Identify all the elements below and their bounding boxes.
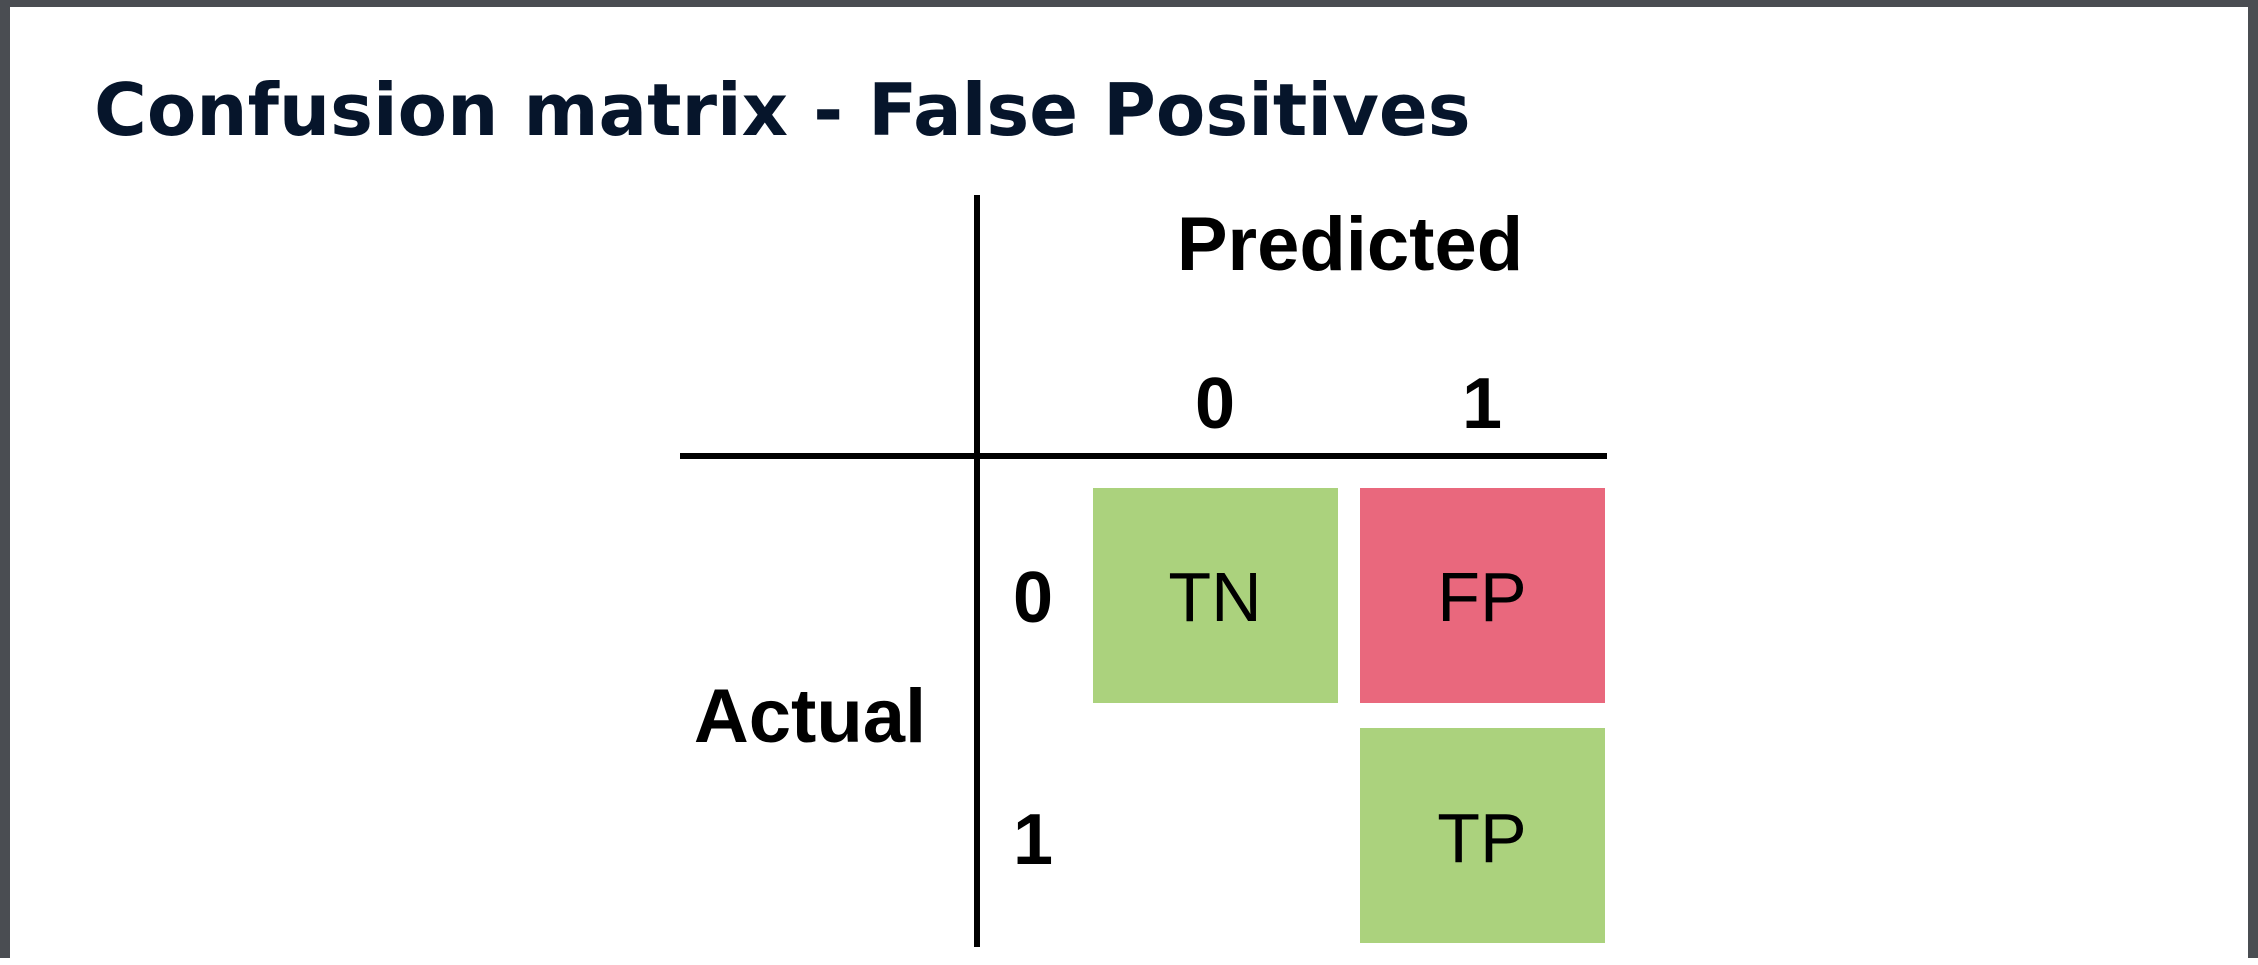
- cell-tp: [1360, 728, 1605, 943]
- cell-tn: [1093, 488, 1338, 703]
- predicted-class-1: 1: [1462, 364, 1502, 444]
- predicted-label: Predicted: [1177, 202, 1523, 287]
- predicted-class-0: 0: [1195, 364, 1235, 444]
- slide-title: Confusion matrix - False Positives: [94, 68, 1471, 152]
- actual-class-1: 1: [1013, 800, 1053, 880]
- actual-class-0: 0: [1013, 558, 1053, 638]
- actual-label: Actual: [694, 674, 926, 759]
- cell-fp-label: FP: [1437, 558, 1526, 636]
- cell-tn-label: TN: [1168, 558, 1261, 636]
- cell-tp-label: TP: [1437, 799, 1526, 877]
- confusion-matrix-diagram: Predicted Actual 0 1 0 1 TN FP TP: [680, 195, 1607, 947]
- cell-fp: [1360, 488, 1605, 703]
